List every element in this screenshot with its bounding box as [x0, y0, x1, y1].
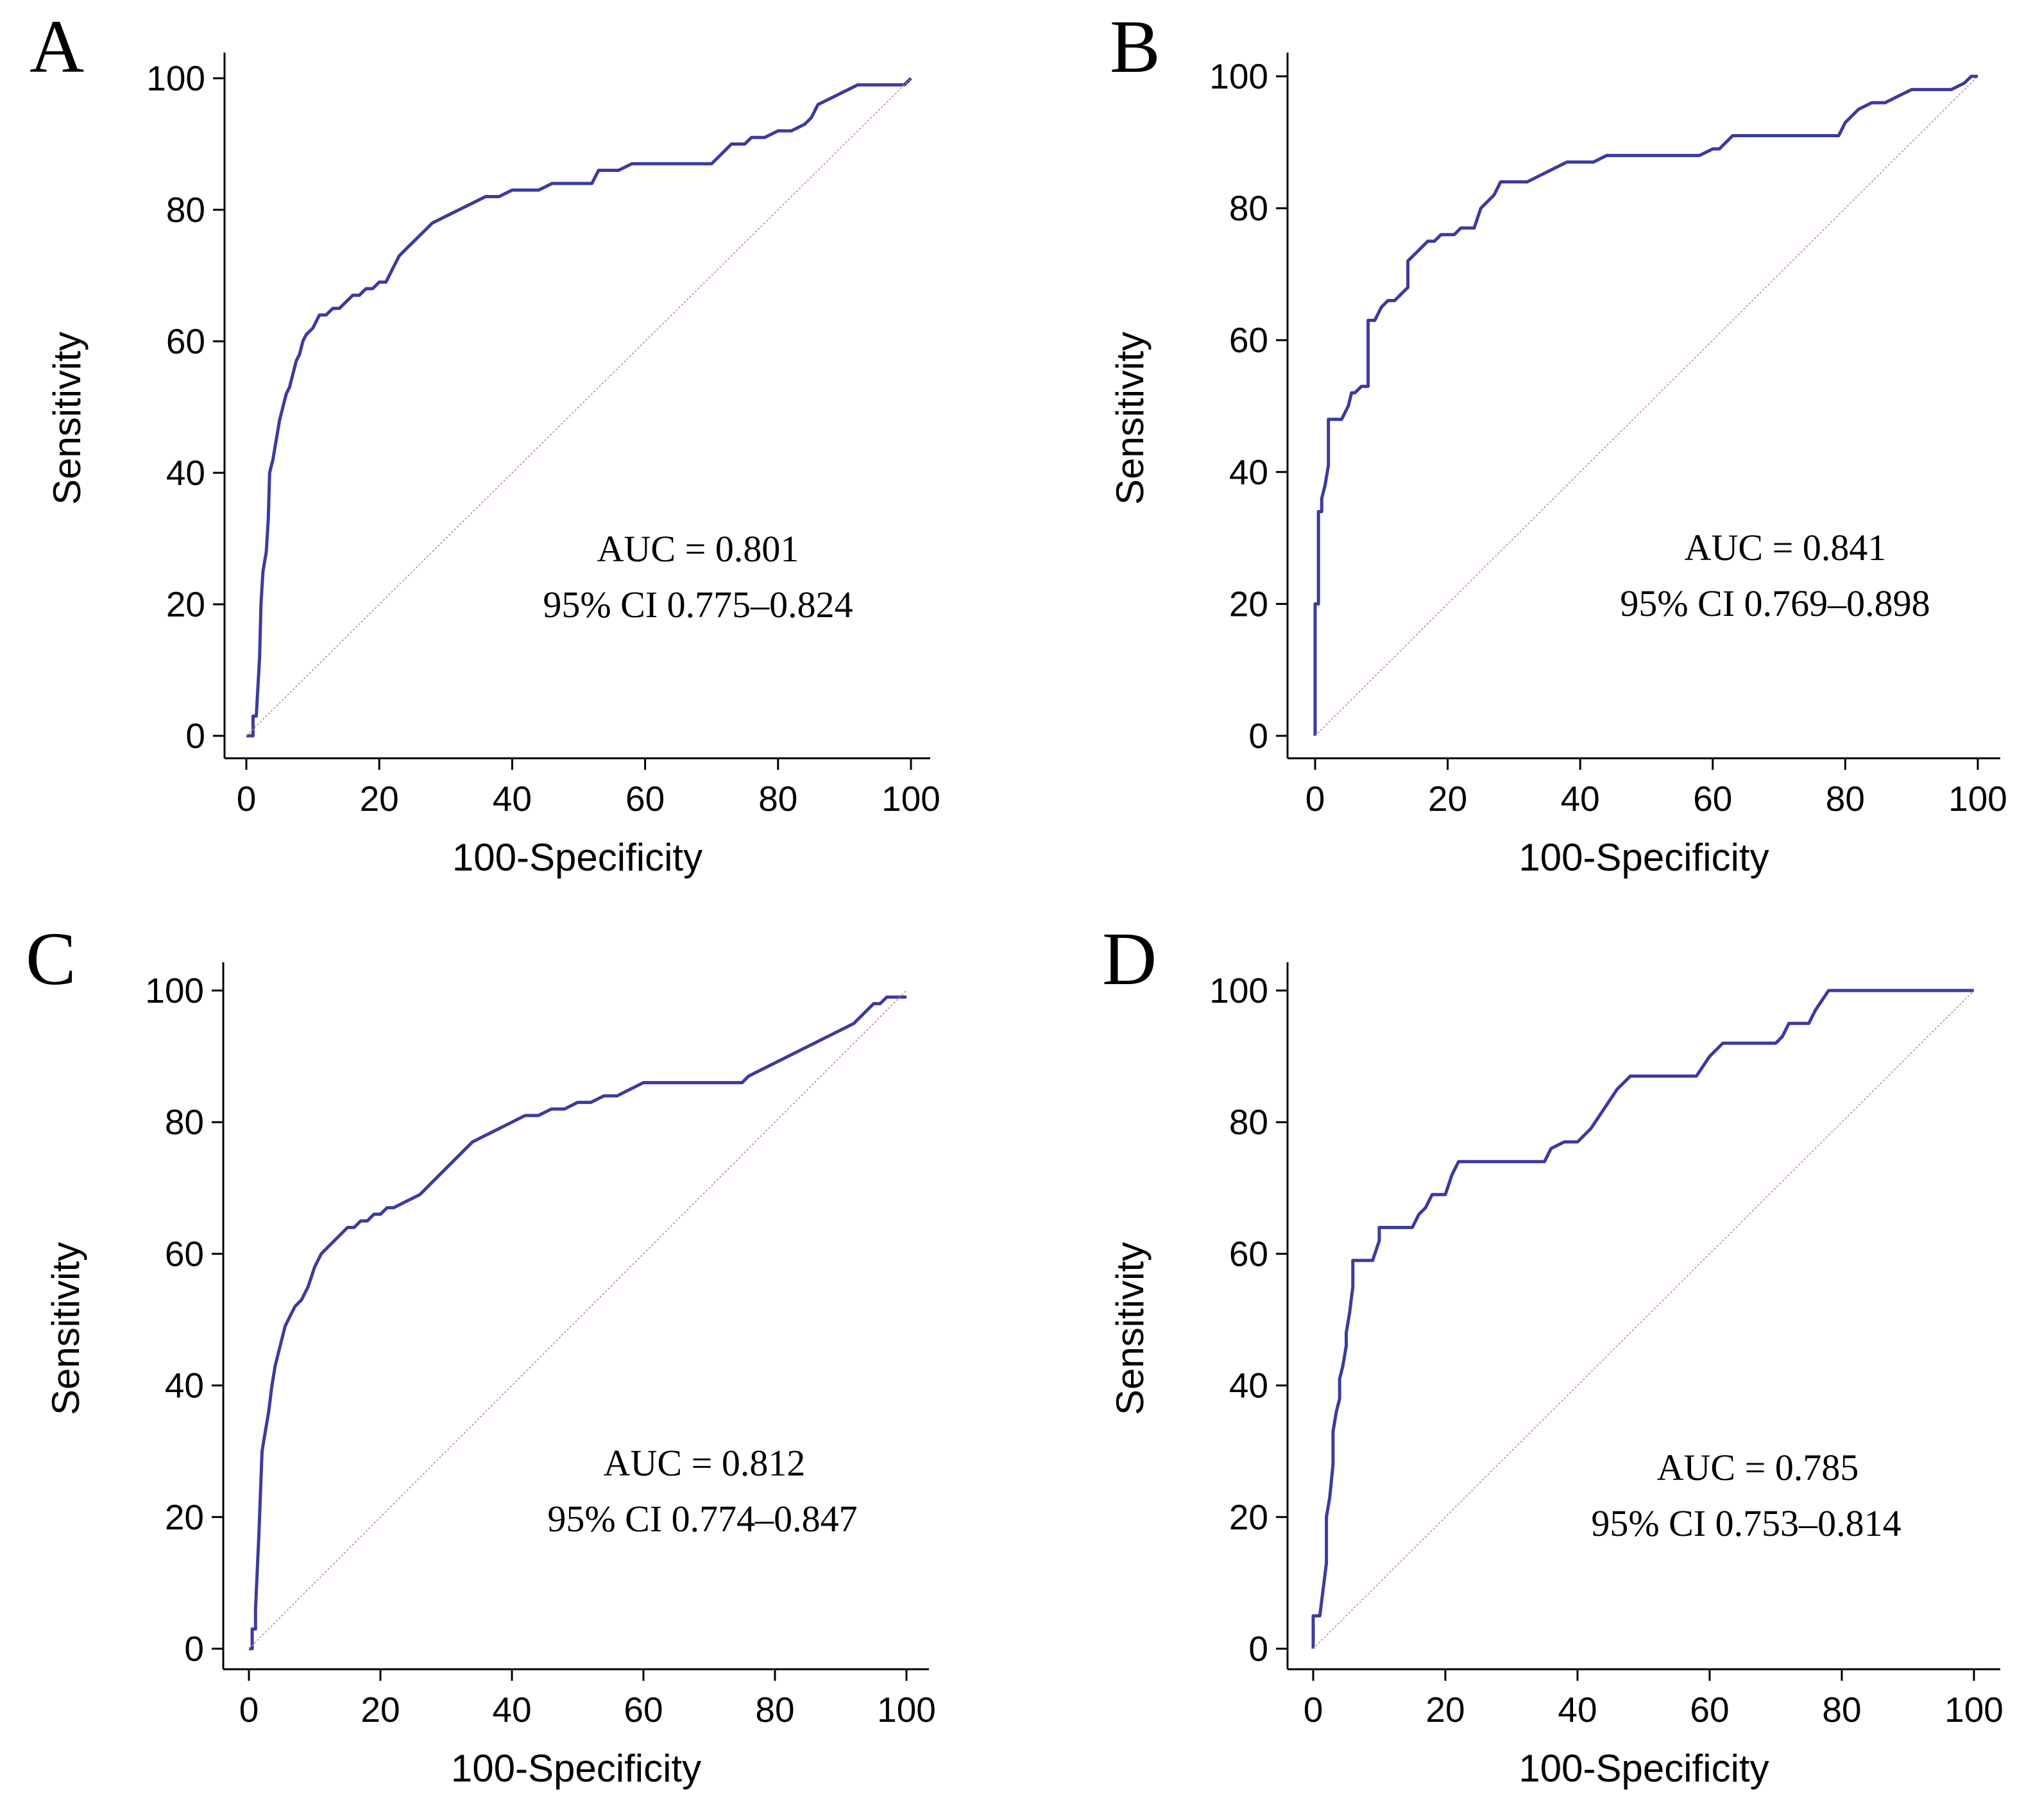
- y-tick-label: 0: [185, 716, 205, 756]
- y-tick-label: 0: [1248, 716, 1268, 756]
- y-tick-label: 20: [166, 584, 205, 624]
- reference-diagonal-line: [246, 78, 912, 736]
- panel-a-ci-label: 95% CI 0.775–0.824: [543, 584, 853, 625]
- y-tick-label: 80: [165, 1102, 204, 1142]
- panel-b-auc-label: AUC = 0.841: [1685, 527, 1887, 568]
- x-tick-label: 20: [361, 1690, 400, 1730]
- x-tick-label: 60: [624, 1690, 663, 1730]
- x-axis-title: 100-Specificity: [452, 836, 702, 879]
- panel-b-letter: B: [1110, 4, 1161, 89]
- y-tick-label: 80: [1229, 189, 1268, 228]
- x-tick-label: 60: [1693, 779, 1732, 819]
- x-tick-label: 40: [492, 1690, 531, 1730]
- panel-b-annotation: AUC = 0.841 95% CI 0.769–0.898: [1620, 527, 1930, 624]
- x-axis-title: 100-Specificity: [1518, 836, 1769, 879]
- x-tick-label: 100: [877, 1690, 936, 1730]
- panel-b-ci-label: 95% CI 0.769–0.898: [1620, 583, 1930, 624]
- y-axis-title: Sensitivity: [44, 1242, 87, 1415]
- reference-diagonal-line: [248, 990, 907, 1649]
- panel-c-auc-label: AUC = 0.812: [604, 1442, 806, 1484]
- panel-c-plot: 0 20 40 60 80 100 0 20 40 60 80 100 100-Specificity S…: [44, 962, 936, 1790]
- y-tick-label: 0: [1248, 1629, 1268, 1669]
- x-tick-label: 0: [1304, 1690, 1323, 1730]
- x-axis-title: 100-Specificity: [451, 1747, 701, 1790]
- reference-diagonal-line: [1314, 76, 1978, 736]
- x-tick-label: 100: [881, 779, 940, 819]
- x-tick-label: 80: [1826, 779, 1865, 819]
- y-tick-label: 40: [165, 1366, 204, 1406]
- x-axis-title: 100-Specificity: [1518, 1747, 1769, 1790]
- panel-d-auc-label: AUC = 0.785: [1657, 1447, 1859, 1488]
- panel-d: D 0 20 40 60 80 100 0 20 40 60 80 100 100-Specificit…: [1102, 917, 2003, 1790]
- panel-a-auc-label: AUC = 0.801: [597, 528, 799, 570]
- x-tick-label: 40: [1558, 1690, 1597, 1730]
- x-tick-label: 20: [360, 779, 399, 819]
- y-tick-label: 100: [145, 971, 204, 1010]
- x-tick-label: 80: [755, 1690, 794, 1730]
- roc-curve-line: [249, 995, 906, 1651]
- panel-a-annotation: AUC = 0.801 95% CI 0.775–0.824: [543, 528, 853, 625]
- panel-d-annotation: AUC = 0.785 95% CI 0.753–0.814: [1591, 1447, 1901, 1544]
- y-tick-label: 80: [166, 190, 205, 230]
- panel-c-ci-label: 95% CI 0.774–0.847: [547, 1498, 857, 1540]
- x-tick-label: 100: [1944, 1690, 2003, 1730]
- y-tick-label: 40: [1229, 452, 1268, 492]
- y-tick-label: 60: [165, 1234, 204, 1273]
- y-tick-label: 20: [1229, 1497, 1268, 1537]
- y-tick-label: 100: [146, 58, 205, 98]
- y-axis-title: Sensitivity: [46, 332, 89, 505]
- x-tick-label: 40: [493, 779, 532, 819]
- panel-d-plot: 0 20 40 60 80 100 0 20 40 60 80 100 100-Specificity S…: [1109, 962, 2003, 1790]
- reference-diagonal-line: [1313, 990, 1975, 1649]
- panel-b-plot: 0 20 40 60 80 100 0 20 40 60 80 100 100-Specificity S…: [1109, 53, 2007, 879]
- roc-curve-line: [1313, 74, 1978, 736]
- panel-a-letter: A: [30, 4, 84, 89]
- panel-c-annotation: AUC = 0.812 95% CI 0.774–0.847: [547, 1442, 857, 1540]
- x-tick-label: 40: [1561, 779, 1600, 819]
- y-tick-label: 60: [166, 321, 205, 361]
- y-tick-label: 100: [1209, 56, 1268, 96]
- panel-a: A 0 20 40 60 80 100 0 20 40 60 80 100 100-Specificit…: [30, 4, 940, 879]
- y-axis-title: Sensitivity: [1109, 332, 1152, 505]
- panel-b: B 0 20 40 60 80 100 0 20 40 60 80 100 100-Specificit…: [1109, 4, 2007, 879]
- y-tick-label: 20: [165, 1497, 204, 1537]
- x-tick-label: 20: [1425, 1690, 1465, 1730]
- panel-a-plot: 0 20 40 60 80 100 0 20 40 60 80 100 100-Specificity S…: [46, 53, 940, 879]
- panel-d-letter: D: [1102, 917, 1157, 1001]
- x-tick-label: 80: [1822, 1690, 1861, 1730]
- x-tick-label: 80: [758, 779, 797, 819]
- y-tick-label: 80: [1229, 1102, 1268, 1142]
- y-tick-label: 0: [184, 1629, 204, 1669]
- x-tick-label: 60: [625, 779, 665, 819]
- y-tick-label: 20: [1229, 584, 1268, 624]
- y-tick-label: 60: [1229, 1234, 1268, 1273]
- y-axis-title: Sensitivity: [1109, 1242, 1152, 1415]
- y-tick-label: 40: [1229, 1366, 1268, 1406]
- x-tick-label: 60: [1690, 1690, 1729, 1730]
- x-tick-label: 0: [1305, 779, 1325, 819]
- roc-curve-line: [246, 77, 912, 738]
- panel-c-letter: C: [26, 917, 76, 1001]
- panel-d-ci-label: 95% CI 0.753–0.814: [1591, 1502, 1901, 1544]
- x-tick-label: 0: [237, 779, 257, 819]
- y-tick-label: 60: [1229, 320, 1268, 360]
- y-tick-label: 40: [166, 453, 205, 493]
- x-tick-label: 0: [239, 1690, 259, 1730]
- y-tick-label: 100: [1209, 971, 1268, 1010]
- roc-curve-line: [1311, 989, 1974, 1649]
- x-tick-label: 100: [1948, 779, 2007, 819]
- panel-c: C 0 20 40 60 80 100 0 20 40 60 80 100 100-Specificit…: [26, 917, 936, 1790]
- x-tick-label: 20: [1428, 779, 1467, 819]
